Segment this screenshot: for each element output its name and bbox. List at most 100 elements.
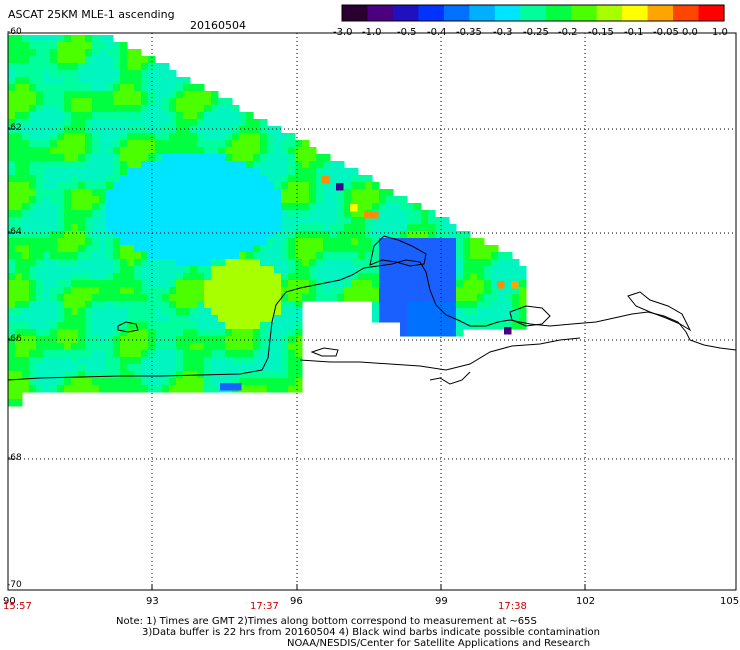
swath-cell xyxy=(239,196,247,204)
swath-cell xyxy=(274,371,282,379)
swath-cell xyxy=(260,364,268,372)
swath-cell xyxy=(50,91,58,99)
swath-cell xyxy=(57,364,65,372)
swath-cell xyxy=(85,301,93,309)
swath-cell xyxy=(148,308,156,316)
swath-cell xyxy=(113,42,121,50)
swath-cell xyxy=(232,329,240,337)
swath-cell xyxy=(512,259,520,267)
swath-cell xyxy=(22,217,30,225)
swath-cell xyxy=(169,315,177,323)
swath-cell xyxy=(218,315,226,323)
swath-cell xyxy=(85,231,93,239)
swath-cell xyxy=(232,119,240,127)
swath-cell xyxy=(85,287,93,295)
colorbar-swatch xyxy=(367,5,394,21)
swath-cell xyxy=(351,252,359,260)
swath-cell xyxy=(316,196,324,204)
swath-cell xyxy=(8,182,16,190)
swath-cell xyxy=(99,343,107,351)
swath-cell xyxy=(407,238,415,246)
swath-cell xyxy=(351,210,359,218)
swath-cell xyxy=(8,364,16,372)
swath-cell xyxy=(463,266,471,274)
swath-cell xyxy=(15,280,23,288)
swath-cell xyxy=(50,56,58,64)
swath-cell xyxy=(22,280,30,288)
swath-cell xyxy=(183,336,191,344)
swath-cell xyxy=(253,224,261,232)
swath-cell xyxy=(456,322,464,330)
swath-cell xyxy=(176,105,184,113)
swath-cell xyxy=(246,371,254,379)
swath-cell xyxy=(92,273,100,281)
swath-cell xyxy=(92,119,100,127)
swath-cell xyxy=(15,105,23,113)
swath-cell xyxy=(127,364,135,372)
swath-cell xyxy=(204,273,212,281)
swath-cell xyxy=(218,182,226,190)
swath-cell xyxy=(120,322,128,330)
swath-cell xyxy=(183,266,191,274)
swath-cell xyxy=(50,189,58,197)
swath-cell xyxy=(302,259,310,267)
swath-cell xyxy=(239,322,247,330)
swath-cell xyxy=(36,329,44,337)
swath-cell xyxy=(246,315,254,323)
coastline-main xyxy=(7,259,737,381)
swath-cell xyxy=(218,147,226,155)
swath-cell xyxy=(162,308,170,316)
swath-cell-highlight xyxy=(322,176,330,184)
swath-cell xyxy=(141,287,149,295)
swath-cell xyxy=(85,196,93,204)
colorbar-swatch xyxy=(443,5,470,21)
swath-cell xyxy=(127,112,135,120)
swath-cell xyxy=(183,203,191,211)
swath-cell xyxy=(71,126,79,134)
swath-cell xyxy=(64,245,72,253)
swath-cell xyxy=(358,203,366,211)
swath-cell xyxy=(50,322,58,330)
swath-cell xyxy=(337,231,345,239)
swath-cell xyxy=(127,147,135,155)
swath-cell xyxy=(211,294,219,302)
swath-cell xyxy=(470,273,478,281)
swath-cell xyxy=(36,161,44,169)
swath-cell xyxy=(274,224,282,232)
swath-cell xyxy=(309,182,317,190)
swath-cell xyxy=(442,273,450,281)
swath-cell xyxy=(232,196,240,204)
swath-cell xyxy=(211,385,219,393)
swath-cell xyxy=(239,252,247,260)
swath-cell xyxy=(400,280,408,288)
swath-cell xyxy=(449,280,457,288)
swath-cell xyxy=(120,196,128,204)
swath-cell xyxy=(232,154,240,162)
swath-cell xyxy=(400,245,408,253)
swath-cell xyxy=(15,294,23,302)
swath-cell xyxy=(491,287,499,295)
swath-cell xyxy=(78,77,86,85)
swath-cell xyxy=(232,364,240,372)
swath-cell xyxy=(302,210,310,218)
swath-cell xyxy=(379,238,387,246)
swath-cell xyxy=(281,371,289,379)
swath-cell xyxy=(183,224,191,232)
swath-cell xyxy=(106,119,114,127)
swath-cell xyxy=(169,98,177,106)
swath-cell xyxy=(246,336,254,344)
swath-cell xyxy=(442,217,450,225)
swath-cell xyxy=(36,35,44,43)
swath-cell xyxy=(281,343,289,351)
swath-cell xyxy=(274,217,282,225)
swath-cell xyxy=(323,245,331,253)
swath-cell xyxy=(113,329,121,337)
swath-cell xyxy=(239,294,247,302)
swath-cell xyxy=(190,203,198,211)
swath-cell xyxy=(288,308,296,316)
swath-cell xyxy=(232,224,240,232)
swath-cell xyxy=(260,147,268,155)
swath-cell xyxy=(365,259,373,267)
swath-cell xyxy=(127,63,135,71)
